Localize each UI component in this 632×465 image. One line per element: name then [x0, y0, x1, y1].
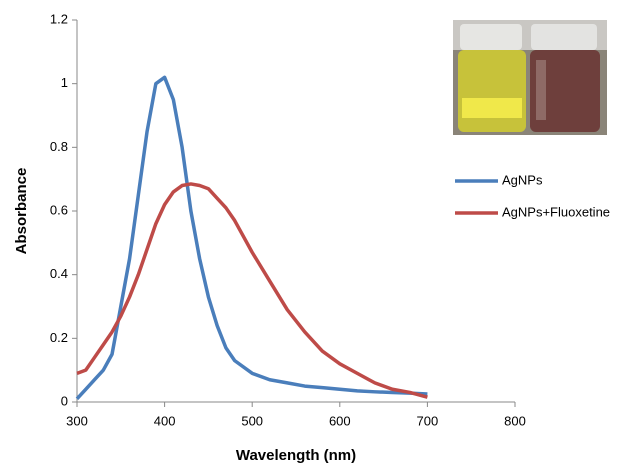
x-axis-title: Wavelength (nm)	[236, 447, 356, 464]
data-line	[76, 182, 428, 399]
x-tick-label: 500	[241, 413, 263, 428]
x-tick-label: 700	[417, 413, 439, 428]
y-tick-label: 0.2	[50, 330, 68, 345]
y-tick-label: 0	[61, 393, 68, 408]
legend-label: AgNPs+Fluoxetine	[502, 204, 610, 219]
photo-inset	[453, 20, 607, 135]
y-tick-label: 1.2	[50, 11, 68, 26]
x-tick-label: 600	[329, 413, 351, 428]
x-tick-label: 300	[66, 413, 88, 428]
y-tick-label: 1	[61, 75, 68, 90]
y-tick-label: 0.6	[50, 202, 68, 217]
y-axis-title: Absorbance	[13, 168, 30, 255]
x-tick-label: 800	[504, 413, 526, 428]
y-tick-label: 0.4	[50, 266, 68, 281]
y-tick-label: 0.8	[50, 139, 68, 154]
data-line	[75, 75, 428, 400]
legend-label: AgNPs	[502, 172, 543, 187]
x-tick-label: 400	[154, 413, 176, 428]
